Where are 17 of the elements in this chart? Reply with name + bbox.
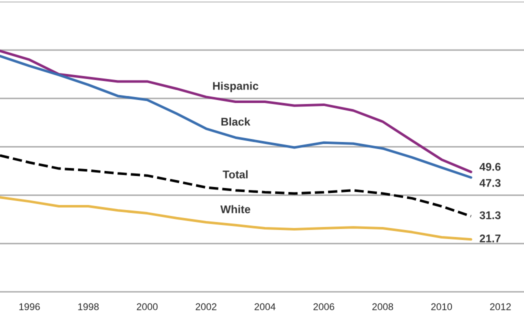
series-label: Total — [222, 170, 248, 178]
series-label: Black — [221, 118, 250, 126]
x-tick-label: 2010 — [431, 303, 452, 310]
x-tick-label: 2002 — [196, 303, 216, 310]
x-tick-label: 2012 — [490, 303, 511, 310]
x-tick-label: 1996 — [19, 303, 40, 310]
series-label: Hispanic — [213, 82, 258, 92]
data-label: 21.7 — [480, 234, 500, 242]
x-tick-label: 2004 — [254, 303, 276, 310]
x-tick-label: 2006 — [313, 303, 334, 310]
series-label: White — [220, 205, 250, 214]
data-label: 49.6 — [480, 162, 501, 171]
x-tick-label: 2000 — [136, 303, 158, 310]
data-label: 47.3 — [480, 179, 501, 187]
x-tick-label: 2008 — [372, 303, 394, 310]
data-label: 31.3 — [480, 211, 501, 220]
x-tick-label: 1998 — [78, 303, 99, 310]
